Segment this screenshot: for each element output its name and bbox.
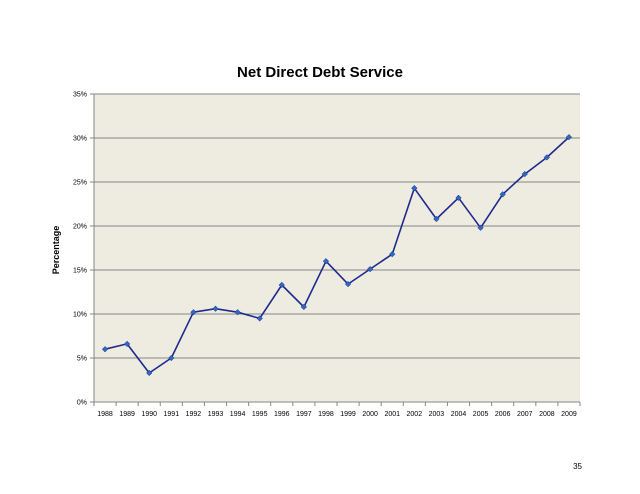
x-tick-label: 1993 <box>208 411 224 418</box>
data-point <box>146 369 153 377</box>
y-tick-label: 30% <box>73 136 87 143</box>
data-point <box>123 340 131 348</box>
x-tick-label: 2003 <box>429 411 445 418</box>
chart-title: Net Direct Debt Service <box>237 64 403 81</box>
data-point <box>433 215 440 223</box>
x-tick-label: 1996 <box>274 411 290 418</box>
y-tick-label: 25% <box>73 180 87 187</box>
data-point <box>543 154 551 161</box>
data-point <box>477 224 484 231</box>
x-tick-label: 2006 <box>495 411 511 418</box>
x-tick-label: 1992 <box>186 411 202 418</box>
y-tick-label: 5% <box>77 356 87 363</box>
data-point <box>256 315 263 322</box>
series-line <box>104 136 570 374</box>
data-point <box>411 185 418 192</box>
x-tick-label: 1994 <box>230 411 246 418</box>
data-point <box>190 309 197 316</box>
y-tick-label: 15% <box>73 268 87 275</box>
x-tick-label: 1989 <box>119 411 135 418</box>
y-tick-label: 0% <box>77 400 87 407</box>
x-tick-label: 2009 <box>561 411 577 418</box>
x-tick-label: 1998 <box>318 411 334 418</box>
data-point <box>455 194 462 201</box>
data-point <box>389 251 396 258</box>
x-tick-label: 2001 <box>384 411 400 418</box>
data-point <box>565 133 573 141</box>
data-point <box>322 258 330 265</box>
x-tick-label: 1988 <box>97 411 113 418</box>
data-point <box>366 265 374 273</box>
x-tick-label: 2004 <box>451 411 467 418</box>
y-tick-label: 35% <box>73 92 87 99</box>
data-point <box>168 354 175 362</box>
data-point <box>212 305 219 312</box>
data-point <box>278 281 285 289</box>
data-point <box>234 309 241 316</box>
data-point <box>344 280 352 288</box>
x-tick-label: 1990 <box>141 411 157 418</box>
x-tick-label: 2008 <box>539 411 555 418</box>
x-tick-label: 1997 <box>296 411 312 418</box>
plot-area <box>94 94 580 402</box>
data-point <box>521 170 528 178</box>
x-tick-label: 1991 <box>164 411 180 418</box>
x-tick-label: 1999 <box>340 411 356 418</box>
x-tick-label: 2005 <box>473 411 489 418</box>
data-point <box>499 191 506 198</box>
y-tick-label: 20% <box>73 224 87 231</box>
y-tick-label: 10% <box>73 312 87 319</box>
data-point <box>300 303 308 311</box>
x-tick-label: 2000 <box>362 411 378 418</box>
data-point <box>101 346 109 353</box>
x-tick-label: 1995 <box>252 411 268 418</box>
x-tick-label: 2002 <box>407 411 423 418</box>
x-tick-label: 2007 <box>517 411 533 418</box>
page-number: 35 <box>573 462 582 471</box>
